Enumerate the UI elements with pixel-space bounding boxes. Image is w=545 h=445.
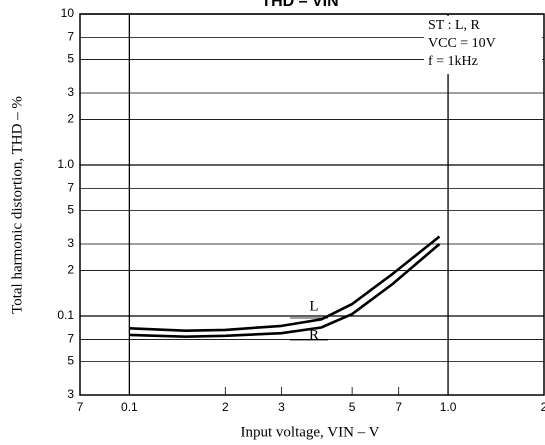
annotation: f = 1kHz bbox=[428, 54, 478, 69]
annotation: VCC = 10V bbox=[428, 36, 496, 51]
y-tick-label: 10 bbox=[61, 6, 75, 20]
y-tick-label: 3 bbox=[67, 387, 74, 401]
chart-title: THD – VIN bbox=[261, 0, 338, 10]
data-line bbox=[129, 235, 441, 332]
annotation: ST : L, R bbox=[428, 18, 481, 33]
x-tick-label: 5 bbox=[349, 400, 356, 414]
x-tick-label: 7 bbox=[77, 400, 84, 414]
series-label: L bbox=[309, 298, 318, 314]
y-tick-label: 0.1 bbox=[57, 308, 74, 322]
x-tick-label: 3 bbox=[278, 400, 285, 414]
x-tick-label: 2 bbox=[222, 400, 229, 414]
y-tick-label: 5 bbox=[67, 203, 74, 217]
x-axis-label: Input voltage, VIN – V bbox=[240, 424, 379, 440]
series-label: R bbox=[309, 327, 319, 343]
y-tick-label: 7 bbox=[67, 332, 74, 346]
y-tick-label: 5 bbox=[67, 52, 74, 66]
x-tick-label: 1.0 bbox=[440, 400, 457, 414]
y-tick-label: 2 bbox=[67, 112, 74, 126]
x-tick-label: 2 bbox=[541, 400, 545, 414]
y-tick-label: 3 bbox=[67, 236, 74, 250]
y-tick-label: 2 bbox=[67, 263, 74, 277]
y-tick-label: 5 bbox=[67, 354, 74, 368]
y-tick-label: 7 bbox=[67, 30, 74, 44]
y-tick-label: 1.0 bbox=[57, 157, 74, 171]
data-line bbox=[129, 243, 441, 338]
y-axis-label: Total harmonic distortion, THD – % bbox=[9, 96, 25, 314]
annotation-box bbox=[424, 16, 542, 74]
x-tick-label: 0.1 bbox=[121, 400, 138, 414]
y-tick-label: 3 bbox=[67, 85, 74, 99]
y-tick-label: 7 bbox=[67, 181, 74, 195]
x-tick-label: 7 bbox=[395, 400, 402, 414]
